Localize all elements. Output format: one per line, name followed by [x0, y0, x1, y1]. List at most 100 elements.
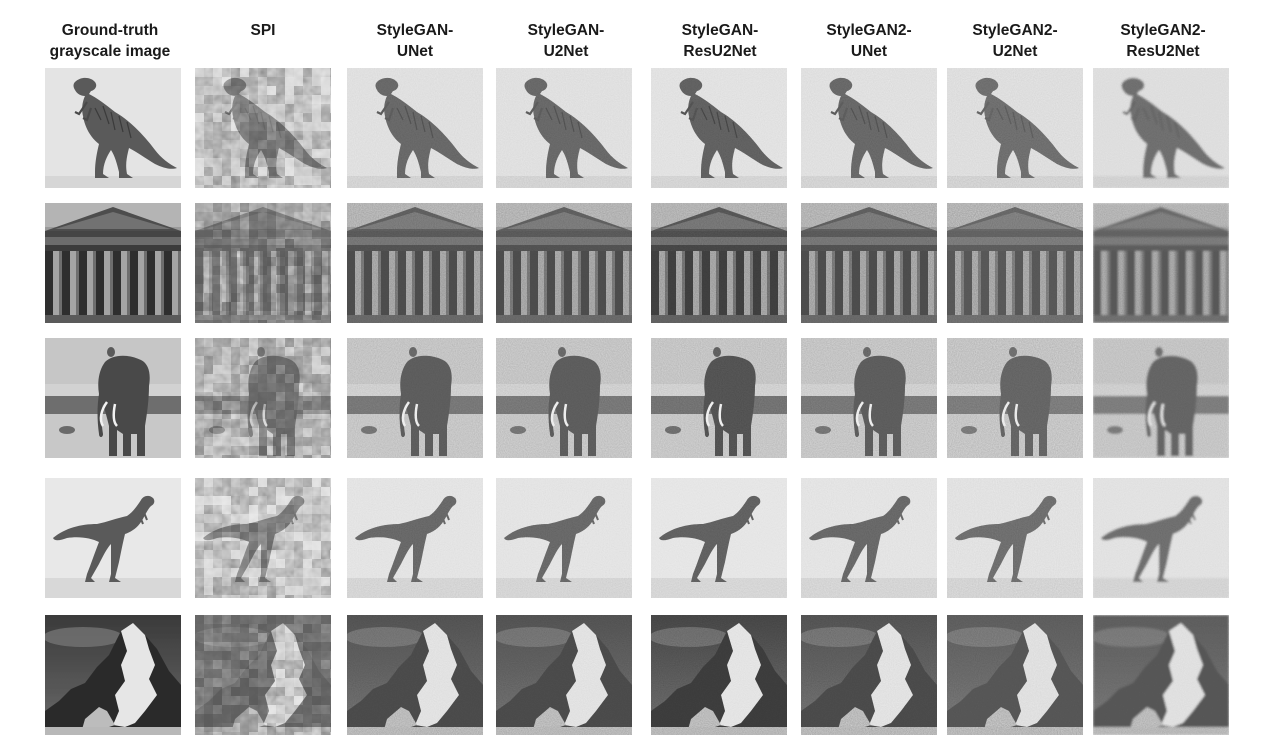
image-tile-dinosaur-standing-sg2-unet [801, 68, 937, 188]
tile-image [496, 478, 632, 598]
image-tile-dinosaur-running-sg-unet [347, 478, 483, 598]
image-tile-elephant-sg2-resu2 [1093, 338, 1229, 458]
tile-image [1093, 203, 1229, 323]
column-header-sg-resu2: StyleGAN- ResU2Net [646, 20, 794, 62]
image-tile-elephant-sg-resu2 [651, 338, 787, 458]
tile-image [651, 615, 787, 735]
image-tile-elephant-spi [195, 338, 331, 458]
image-tile-temple-spi [195, 203, 331, 323]
image-tile-dinosaur-standing-sg-unet [347, 68, 483, 188]
image-tile-dinosaur-running-spi [195, 478, 331, 598]
column-header-line: StyleGAN2- [826, 22, 912, 39]
tile-image [651, 203, 787, 323]
image-tile-elephant-sg2-unet [801, 338, 937, 458]
column-header-sg-u2net: StyleGAN- U2Net [492, 20, 640, 62]
tile-image [195, 478, 331, 598]
tile-image [1093, 68, 1229, 188]
column-header-line: ResU2Net [1126, 43, 1200, 60]
tile-image [947, 338, 1083, 458]
image-tile-mountain-sg-unet [347, 615, 483, 735]
tile-image [195, 68, 331, 188]
image-tile-dinosaur-running-sg2-resu2 [1093, 478, 1229, 598]
tile-image [45, 203, 181, 323]
tile-image [195, 203, 331, 323]
column-header-line: UNet [850, 43, 888, 60]
tile-image [347, 478, 483, 598]
column-header-line: SPI [250, 22, 276, 39]
column-header-line: grayscale image [49, 43, 171, 60]
image-tile-mountain-sg2-u2net [947, 615, 1083, 735]
image-tile-temple-sg2-u2net [947, 203, 1083, 323]
tile-image [347, 203, 483, 323]
column-header-line: StyleGAN- [527, 22, 605, 39]
column-header-line: StyleGAN2- [1120, 22, 1206, 39]
image-tile-temple-gt [45, 203, 181, 323]
column-header-sg2-unet: StyleGAN2- UNet [795, 20, 943, 62]
tile-image [1093, 478, 1229, 598]
image-tile-temple-sg-unet [347, 203, 483, 323]
tile-image [45, 338, 181, 458]
image-tile-temple-sg-resu2 [651, 203, 787, 323]
tile-image [651, 338, 787, 458]
column-header-line: U2Net [992, 43, 1038, 60]
column-header-line: StyleGAN2- [972, 22, 1058, 39]
tile-image [651, 478, 787, 598]
tile-image [195, 338, 331, 458]
tile-image [347, 615, 483, 735]
column-header-spi: SPI [189, 20, 337, 41]
tile-image [947, 203, 1083, 323]
image-tile-dinosaur-running-gt [45, 478, 181, 598]
image-tile-elephant-sg2-u2net [947, 338, 1083, 458]
column-header-sg2-u2net: StyleGAN2- U2Net [941, 20, 1089, 62]
tile-image [651, 68, 787, 188]
tile-image [496, 68, 632, 188]
column-header-line: StyleGAN- [376, 22, 454, 39]
image-tile-dinosaur-standing-sg-resu2 [651, 68, 787, 188]
column-header-line: U2Net [543, 43, 589, 60]
tile-image [347, 68, 483, 188]
column-header-sg2-resu2: StyleGAN2- ResU2Net [1089, 20, 1237, 62]
column-header-gt: Ground-truth grayscale image [36, 20, 184, 62]
tile-image [947, 68, 1083, 188]
image-tile-dinosaur-standing-spi [195, 68, 331, 188]
tile-image [947, 478, 1083, 598]
image-tile-mountain-spi [195, 615, 331, 735]
image-tile-dinosaur-standing-gt [45, 68, 181, 188]
column-header-line: Ground-truth [61, 22, 159, 39]
image-tile-temple-sg-u2net [496, 203, 632, 323]
image-tile-dinosaur-running-sg2-unet [801, 478, 937, 598]
tile-image [496, 203, 632, 323]
image-tile-elephant-sg-unet [347, 338, 483, 458]
tile-image [45, 615, 181, 735]
column-header-line: ResU2Net [683, 43, 757, 60]
image-tile-temple-sg2-unet [801, 203, 937, 323]
tile-image [1093, 338, 1229, 458]
image-tile-mountain-sg-u2net [496, 615, 632, 735]
tile-image [1093, 615, 1229, 735]
image-tile-dinosaur-running-sg2-u2net [947, 478, 1083, 598]
tile-image [195, 615, 331, 735]
image-tile-dinosaur-running-sg-u2net [496, 478, 632, 598]
tile-image [801, 203, 937, 323]
column-header-line: UNet [396, 43, 434, 60]
image-tile-dinosaur-running-sg-resu2 [651, 478, 787, 598]
image-tile-temple-sg2-resu2 [1093, 203, 1229, 323]
tile-image [45, 478, 181, 598]
tile-image [496, 338, 632, 458]
tile-image [801, 68, 937, 188]
column-header-line: StyleGAN- [681, 22, 759, 39]
tile-image [347, 338, 483, 458]
image-tile-dinosaur-standing-sg2-resu2 [1093, 68, 1229, 188]
image-tile-mountain-sg-resu2 [651, 615, 787, 735]
image-tile-mountain-sg2-resu2 [1093, 615, 1229, 735]
tile-image [496, 615, 632, 735]
image-tile-dinosaur-standing-sg2-u2net [947, 68, 1083, 188]
image-tile-elephant-gt [45, 338, 181, 458]
tile-image [801, 615, 937, 735]
tile-image [801, 478, 937, 598]
image-tile-elephant-sg-u2net [496, 338, 632, 458]
tile-image [801, 338, 937, 458]
tile-image [45, 68, 181, 188]
column-header-sg-unet: StyleGAN- UNet [341, 20, 489, 62]
